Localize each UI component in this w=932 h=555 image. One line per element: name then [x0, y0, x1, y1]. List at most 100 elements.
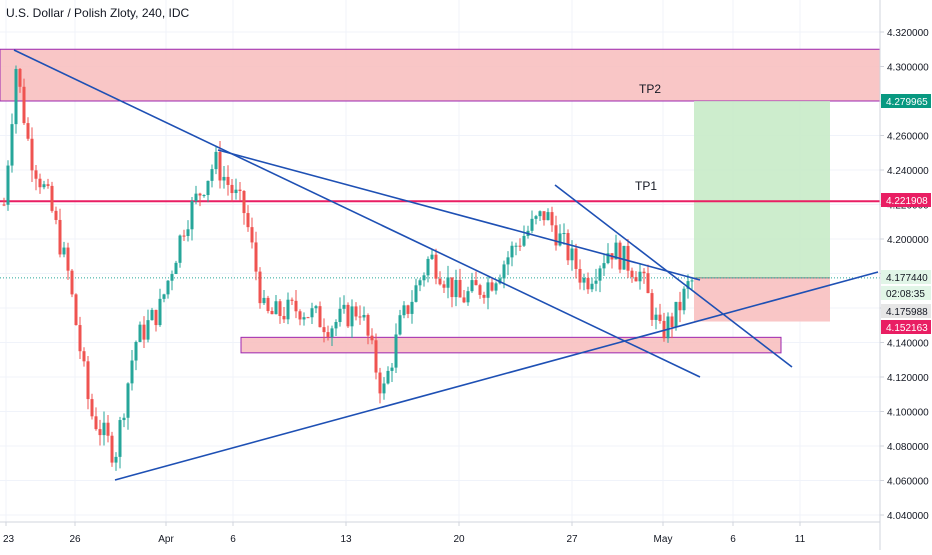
candle-body: [566, 233, 570, 261]
support-zone[interactable]: [240, 336, 782, 354]
candle-body: [2, 204, 6, 206]
candle-body: [562, 233, 566, 235]
resistance-zone[interactable]: [0, 48, 881, 102]
candle-body: [26, 123, 30, 139]
candle-body: [186, 229, 190, 236]
candle-body: [322, 327, 326, 333]
candle-body: [438, 278, 442, 285]
candle-body: [354, 306, 358, 317]
candle-body: [294, 300, 298, 312]
candle-body: [402, 305, 406, 316]
candle-body: [238, 189, 242, 191]
candle-body: [350, 306, 354, 327]
candle-body: [190, 201, 194, 230]
candle-body: [650, 293, 654, 320]
price-tag[interactable]: [881, 94, 931, 108]
candle-body: [454, 279, 458, 298]
candle-body: [166, 280, 170, 295]
candle-body: [654, 314, 658, 320]
candle-body: [278, 301, 282, 316]
candle-body: [34, 170, 38, 179]
candle-body: [398, 315, 402, 335]
x-tick-label: 27: [566, 534, 578, 545]
candle-body: [42, 184, 46, 188]
candle-body: [630, 270, 634, 278]
price-tag[interactable]: [881, 286, 931, 300]
candle-body: [358, 316, 362, 318]
candle-body: [362, 314, 366, 318]
candle-body: [482, 294, 486, 298]
candle-body: [486, 282, 490, 298]
candle-body: [574, 248, 578, 269]
y-tick-label: 4.300000: [887, 63, 929, 74]
candle-body: [314, 306, 318, 309]
annotation-label: TP2: [639, 82, 661, 96]
x-tick-label: 20: [453, 534, 465, 545]
candle-body: [30, 138, 34, 171]
candle-body: [258, 271, 262, 304]
candle-body: [134, 341, 138, 361]
candle-body: [14, 68, 18, 125]
candle-body: [426, 258, 430, 276]
candle-body: [686, 281, 690, 289]
candle-body: [490, 282, 494, 291]
candle-body: [290, 299, 294, 301]
y-tick-label: 4.040000: [887, 511, 929, 522]
descending-trendline-major[interactable]: [13, 49, 701, 378]
candle-body: [138, 324, 142, 342]
candle-body: [214, 151, 218, 170]
x-tick-label: 23: [3, 534, 15, 545]
candle-body: [342, 304, 346, 309]
price-tag[interactable]: [881, 304, 931, 318]
price-tag[interactable]: [881, 193, 931, 207]
candle-body: [558, 233, 562, 246]
price-tag-label: 02:08:35: [886, 289, 925, 300]
candle-body: [598, 268, 602, 281]
candle-body: [418, 280, 422, 286]
stop-loss-zone[interactable]: [694, 277, 830, 322]
candle-body: [118, 420, 122, 457]
candle-body: [326, 332, 330, 338]
candle-body: [474, 280, 478, 286]
price-tag[interactable]: [881, 270, 931, 284]
candle-body: [462, 297, 466, 303]
candle-body: [250, 227, 254, 243]
candle-body: [506, 257, 510, 265]
ascending-trendline[interactable]: [114, 271, 879, 481]
candle-body: [522, 235, 526, 246]
candle-body: [434, 254, 438, 279]
candle-body: [614, 242, 618, 260]
candle-body: [510, 245, 514, 258]
x-tick-label: 6: [230, 534, 236, 545]
price-tag[interactable]: [881, 320, 931, 334]
candle-body: [310, 308, 314, 318]
candle-body: [38, 178, 42, 188]
candle-body: [242, 190, 246, 214]
upper-trendline-segment[interactable]: [217, 149, 701, 281]
candle-body: [450, 277, 454, 298]
descending-trendline-minor[interactable]: [554, 184, 793, 368]
candle-body: [230, 184, 234, 194]
candle-body: [98, 429, 102, 436]
y-tick-label: 4.120000: [887, 373, 929, 384]
x-tick-label: 11: [795, 534, 806, 545]
candle-body: [106, 422, 110, 436]
candle-body: [682, 288, 686, 311]
candle-body: [626, 245, 630, 271]
candle-body: [374, 340, 378, 373]
candle-body: [302, 317, 306, 320]
candle-body: [50, 185, 54, 211]
candle-body: [202, 195, 206, 197]
candle-body: [198, 193, 202, 196]
candle-body: [114, 456, 118, 463]
target-profit-zone[interactable]: [694, 101, 830, 278]
candle-body: [174, 262, 178, 275]
candle-body: [414, 285, 418, 302]
candle-body: [142, 324, 146, 340]
candle-body: [158, 298, 162, 326]
candle-body: [390, 367, 394, 371]
candle-body: [678, 301, 682, 311]
candle-body: [366, 314, 370, 336]
